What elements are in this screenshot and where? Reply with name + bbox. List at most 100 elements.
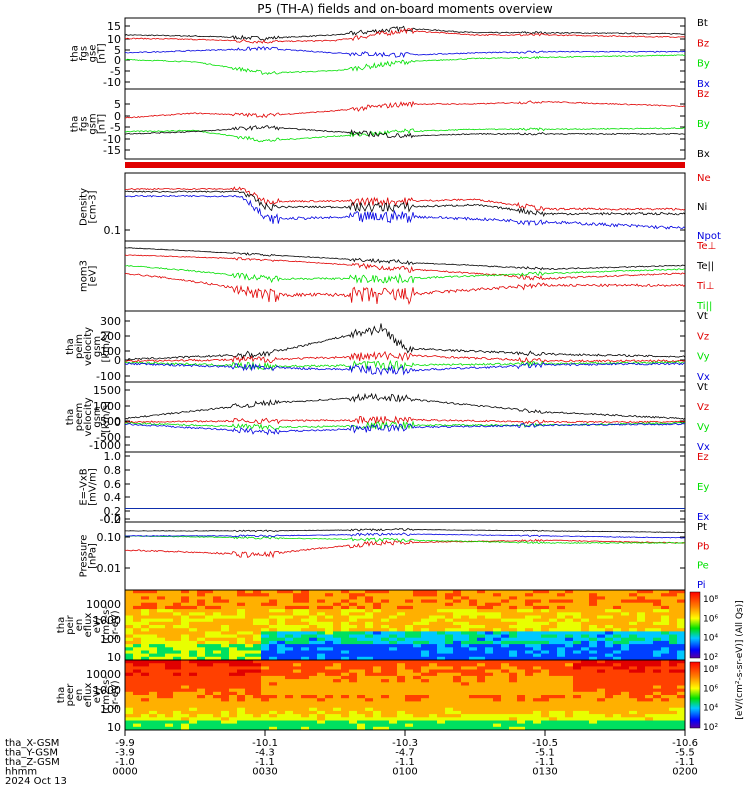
spectrogram-cell xyxy=(205,621,214,626)
spectrogram-cell xyxy=(413,714,422,718)
spectrogram-cell xyxy=(613,653,622,658)
spectrogram-cell xyxy=(413,679,422,683)
spectrogram-cell xyxy=(397,644,406,648)
spectrogram-cell xyxy=(229,682,238,686)
spectrogram-cell xyxy=(341,679,350,683)
spectrogram-cell xyxy=(261,707,270,712)
spectrogram-cell xyxy=(605,679,614,683)
spectrogram-cell xyxy=(269,698,278,702)
spectrogram-cell xyxy=(221,656,230,661)
spectrogram-cell xyxy=(573,701,582,705)
spectrogram-cell xyxy=(621,640,630,645)
spectrogram-cell xyxy=(365,596,374,600)
spectrogram-cell xyxy=(365,726,374,731)
spectrogram-cell xyxy=(573,663,582,667)
spectrogram-cell xyxy=(597,596,606,600)
spectrogram-cell xyxy=(517,653,526,658)
spectrogram-cell xyxy=(309,599,318,604)
spectrogram-cell xyxy=(149,695,158,699)
spectrogram-cell xyxy=(213,704,222,709)
spectrogram-cell xyxy=(181,663,190,667)
panel-frame xyxy=(124,521,686,591)
spectrogram-cell xyxy=(357,682,366,686)
spectrogram-cell xyxy=(245,682,254,686)
spectrogram-cell xyxy=(493,647,502,651)
spectrogram-cell xyxy=(509,672,518,677)
ytick-label: 500 xyxy=(100,415,121,428)
ylabel-line: [nPa] xyxy=(88,543,99,569)
spectrogram-cell xyxy=(517,615,526,620)
spectrogram-cell xyxy=(669,625,678,629)
xtick-label: -1.1 xyxy=(535,757,555,768)
spectrogram-cell xyxy=(229,590,238,594)
spectrogram-cell xyxy=(397,720,406,725)
spectrogram-cell xyxy=(397,669,406,674)
spectrogram-cell xyxy=(373,593,382,597)
spectrogram-cell xyxy=(637,704,646,709)
spectrogram-cell xyxy=(413,704,422,709)
spectrogram-cell xyxy=(261,704,270,709)
spectrogram-cell xyxy=(245,675,254,680)
spectrogram-cell xyxy=(221,634,230,639)
spectrogram-cell xyxy=(597,688,606,693)
spectrogram-cell xyxy=(445,682,454,686)
spectrogram-cell xyxy=(125,698,134,702)
spectrogram-cell xyxy=(285,599,294,604)
spectrogram-cell xyxy=(205,669,214,674)
spectrogram-cell xyxy=(349,599,358,604)
spectrogram-cell xyxy=(629,672,638,677)
spectrogram-cell xyxy=(621,698,630,702)
ytick-label: 100 xyxy=(100,345,121,358)
spectrogram-cell xyxy=(389,625,398,629)
spectrogram-cell xyxy=(229,714,238,718)
spectrogram-cell xyxy=(525,637,534,642)
spectrogram-cell xyxy=(165,609,174,613)
spectrogram-cell xyxy=(589,602,598,607)
spectrogram-cell xyxy=(437,688,446,693)
spectrogram-cell xyxy=(413,640,422,645)
spectrogram-cell xyxy=(213,679,222,683)
spectrogram-cell xyxy=(189,666,198,670)
spectrogram-cell xyxy=(141,726,150,731)
spectrogram-cell xyxy=(429,672,438,677)
spectrogram-cell xyxy=(645,666,654,670)
spectrogram-cell xyxy=(205,691,214,696)
spectrogram-cell xyxy=(229,710,238,715)
spectrogram-cell xyxy=(525,615,534,620)
spectrogram-cell xyxy=(397,672,406,677)
spectrogram-cell xyxy=(413,599,422,604)
spectrogram-cell xyxy=(301,675,310,680)
spectrogram-cell xyxy=(349,653,358,658)
spectrogram-cell xyxy=(621,637,630,642)
ytick-label: 1000 xyxy=(93,684,121,697)
spectrogram-cell xyxy=(557,685,566,690)
spectrogram-cell xyxy=(621,609,630,613)
spectrogram-cell xyxy=(517,650,526,655)
spectrogram-cell xyxy=(637,688,646,693)
spectrogram-cell xyxy=(157,663,166,667)
spectrogram-cell xyxy=(669,621,678,626)
spectrogram-cell xyxy=(197,710,206,715)
spectrogram-cell xyxy=(125,621,134,626)
spectrogram-cell xyxy=(269,653,278,658)
spectrogram-cell xyxy=(365,621,374,626)
spectrogram-cell xyxy=(389,644,398,648)
panel-series xyxy=(125,247,685,306)
spectrogram-cell xyxy=(293,688,302,693)
spectrogram-cell xyxy=(629,691,638,696)
xtick-label: 0000 xyxy=(112,767,137,778)
spectrogram-cell xyxy=(133,698,142,702)
spectrogram-cell xyxy=(269,710,278,715)
spectrogram-cell xyxy=(661,631,670,635)
spectrogram-cell xyxy=(573,650,582,655)
spectrogram-cell xyxy=(165,672,174,677)
spectrogram-cell xyxy=(493,612,502,616)
spectrogram-cell xyxy=(197,628,206,632)
spectrogram-cell xyxy=(349,612,358,616)
spectrogram-cell xyxy=(269,726,278,731)
spectrogram-cell xyxy=(149,656,158,661)
spectrogram-cell xyxy=(581,691,590,696)
spectrogram-cell xyxy=(173,593,182,597)
spectrogram-cell xyxy=(485,656,494,661)
spectrogram-cell xyxy=(237,653,246,658)
